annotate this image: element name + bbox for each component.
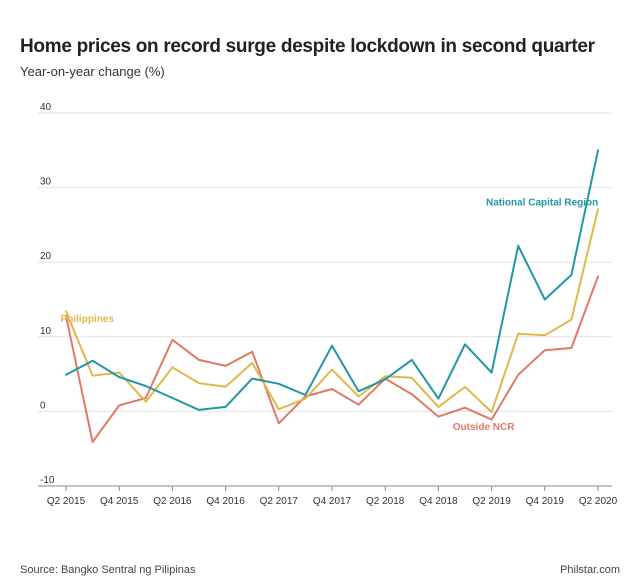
y-tick-label: 10 <box>40 326 52 337</box>
publisher-credit: Philstar.com <box>560 564 620 576</box>
x-tick-label: Q2 2016 <box>153 496 192 507</box>
series-labels: National Capital Region Philippines Outsid… <box>61 198 599 434</box>
x-tick-label: Q4 2017 <box>313 496 352 507</box>
series-label-philippines: Philippines <box>61 314 115 325</box>
series-line-outside-ncr <box>65 275 599 443</box>
x-tick-label: Q2 2015 <box>47 496 86 507</box>
y-tick-label: -10 <box>40 475 55 486</box>
series-label-outside-ncr: Outside NCR <box>453 422 515 433</box>
series-line-national-capital-region <box>65 149 599 411</box>
series-lines <box>65 149 599 443</box>
series-label-national-capital-region: National Capital Region <box>486 198 598 209</box>
x-tick-label: Q4 2015 <box>100 496 139 507</box>
y-tick-label: 20 <box>40 251 52 262</box>
x-tick-label: Q4 2018 <box>419 496 458 507</box>
x-axis-ticks: Q2 2015 Q4 2015 Q2 2016 Q4 2016 Q2 2017 Q4 20… <box>47 486 618 507</box>
series-line-philippines <box>65 208 599 414</box>
x-tick-label: Q4 2019 <box>526 496 565 507</box>
grid-lines <box>38 112 612 487</box>
chart-title: Home prices on record surge despite lock… <box>20 36 595 57</box>
x-tick-label: Q4 2016 <box>206 496 245 507</box>
top-bar <box>0 0 640 22</box>
y-tick-label: 0 <box>40 400 46 411</box>
x-tick-label: Q2 2018 <box>366 496 405 507</box>
x-tick-label: Q2 2019 <box>472 496 511 507</box>
y-tick-label: 40 <box>40 102 52 113</box>
y-tick-label: 30 <box>40 177 52 188</box>
x-tick-label: Q2 2017 <box>260 496 299 507</box>
y-axis-ticks: -10 0 10 20 30 40 <box>40 102 55 486</box>
source-note: Source: Bangko Sentral ng Pilipinas <box>20 564 196 576</box>
chart-subtitle: Year-on-year change (%) <box>20 64 165 79</box>
x-tick-label: Q2 2020 <box>579 496 618 507</box>
